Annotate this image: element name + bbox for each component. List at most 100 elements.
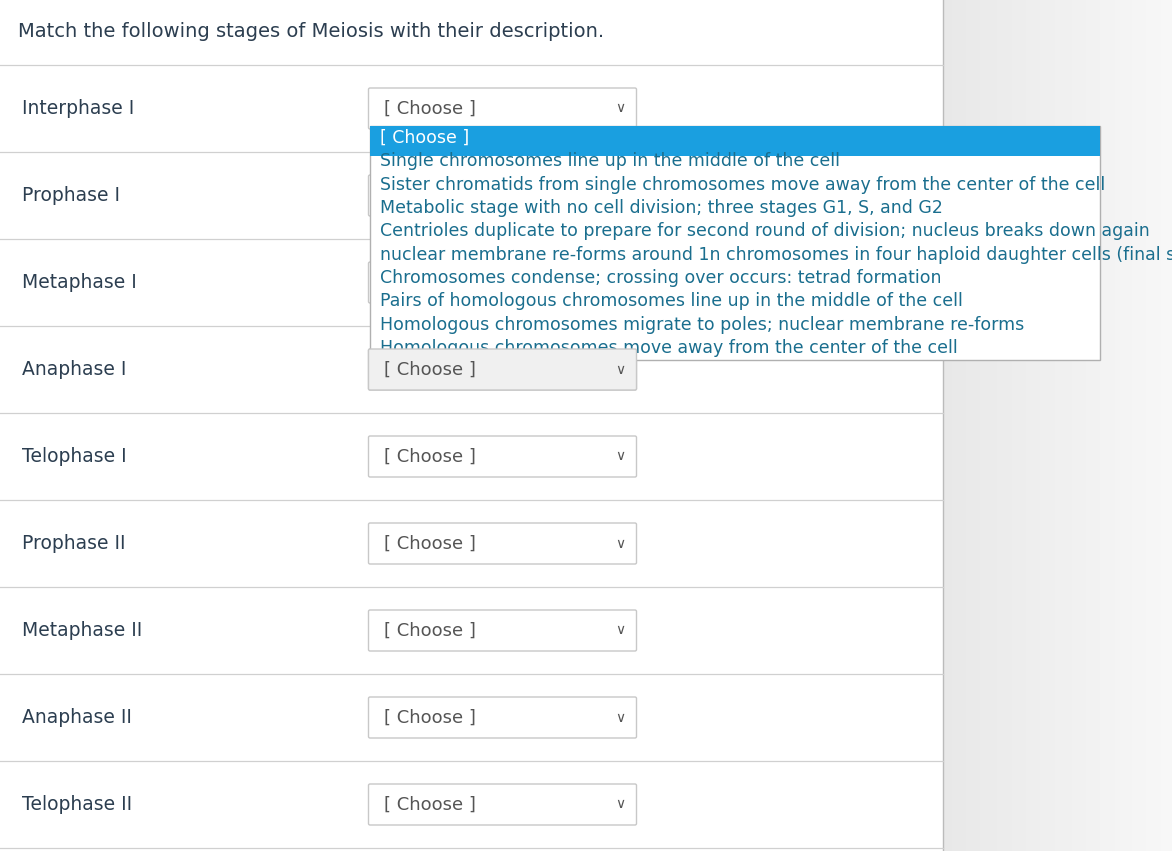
Bar bbox=[943, 0, 1172, 851]
Bar bbox=[1132, 0, 1136, 851]
Bar bbox=[960, 0, 965, 851]
Text: ∨: ∨ bbox=[615, 449, 625, 464]
Bar bbox=[1057, 0, 1062, 851]
Bar bbox=[1017, 0, 1021, 851]
Bar bbox=[952, 0, 955, 851]
Text: [ Choose ]: [ Choose ] bbox=[384, 709, 476, 727]
Bar bbox=[1015, 0, 1018, 851]
Bar bbox=[1035, 0, 1038, 851]
Bar bbox=[980, 0, 984, 851]
FancyBboxPatch shape bbox=[368, 349, 636, 390]
Bar bbox=[1126, 0, 1130, 851]
Bar bbox=[1166, 0, 1170, 851]
Bar bbox=[1140, 0, 1144, 851]
Bar bbox=[958, 0, 961, 851]
Bar bbox=[969, 0, 973, 851]
Text: [ Choose ]: [ Choose ] bbox=[384, 361, 476, 379]
Bar bbox=[1149, 0, 1153, 851]
Text: Interphase I: Interphase I bbox=[22, 99, 135, 118]
Text: nuclear membrane re-forms around 1n chromosomes in four haploid daughter cells (: nuclear membrane re-forms around 1n chro… bbox=[380, 246, 1172, 264]
Bar bbox=[1109, 0, 1113, 851]
Text: [ Choose ]: [ Choose ] bbox=[380, 129, 469, 146]
Bar bbox=[1089, 0, 1092, 851]
Text: Telophase I: Telophase I bbox=[22, 447, 127, 466]
FancyBboxPatch shape bbox=[368, 175, 636, 216]
Text: Chromosomes condense; crossing over occurs: tetrad formation: Chromosomes condense; crossing over occu… bbox=[380, 269, 941, 287]
Bar bbox=[1043, 0, 1047, 851]
Text: ∨: ∨ bbox=[615, 363, 625, 376]
Bar bbox=[1021, 0, 1024, 851]
Text: Anaphase II: Anaphase II bbox=[22, 708, 132, 727]
Bar bbox=[1051, 0, 1056, 851]
Bar bbox=[1097, 0, 1102, 851]
Bar bbox=[1077, 0, 1082, 851]
FancyBboxPatch shape bbox=[368, 697, 636, 738]
FancyBboxPatch shape bbox=[368, 349, 636, 390]
Bar bbox=[1072, 0, 1076, 851]
Text: ∨: ∨ bbox=[615, 536, 625, 551]
Bar bbox=[1092, 0, 1096, 851]
Bar bbox=[1112, 0, 1116, 851]
Bar bbox=[1123, 0, 1127, 851]
Text: Homologous chromosomes move away from the center of the cell: Homologous chromosomes move away from th… bbox=[380, 340, 958, 357]
Bar bbox=[1106, 0, 1110, 851]
Bar bbox=[1055, 0, 1058, 851]
Bar bbox=[1103, 0, 1108, 851]
Text: [ Choose ]: [ Choose ] bbox=[384, 273, 476, 292]
Bar bbox=[995, 0, 999, 851]
FancyBboxPatch shape bbox=[368, 88, 636, 129]
Bar bbox=[972, 0, 975, 851]
Bar bbox=[1023, 0, 1027, 851]
Text: ∨: ∨ bbox=[615, 363, 625, 376]
FancyBboxPatch shape bbox=[368, 784, 636, 825]
Bar bbox=[1086, 0, 1090, 851]
FancyBboxPatch shape bbox=[368, 436, 636, 477]
Bar bbox=[1000, 0, 1004, 851]
Text: [ Choose ]: [ Choose ] bbox=[384, 361, 476, 379]
Bar bbox=[983, 0, 987, 851]
Text: Sister chromatids from single chromosomes move away from the center of the cell: Sister chromatids from single chromosome… bbox=[380, 175, 1105, 193]
Bar bbox=[1118, 0, 1122, 851]
Bar bbox=[1031, 0, 1036, 851]
Text: [ Choose ]: [ Choose ] bbox=[384, 100, 476, 117]
Bar bbox=[1154, 0, 1159, 851]
Bar bbox=[1026, 0, 1030, 851]
Bar bbox=[1146, 0, 1150, 851]
Bar bbox=[1134, 0, 1139, 851]
Text: ∨: ∨ bbox=[615, 276, 625, 289]
Text: Telophase II: Telophase II bbox=[22, 795, 132, 814]
Bar bbox=[948, 0, 953, 851]
Bar bbox=[963, 0, 967, 851]
Text: Single chromosomes line up in the middle of the cell: Single chromosomes line up in the middle… bbox=[380, 152, 840, 170]
Bar bbox=[1081, 0, 1084, 851]
Bar bbox=[1160, 0, 1165, 851]
Text: Metabolic stage with no cell division; three stages G1, S, and G2: Metabolic stage with no cell division; t… bbox=[380, 199, 943, 217]
Bar bbox=[1144, 0, 1147, 851]
Bar bbox=[1009, 0, 1013, 851]
Bar bbox=[946, 0, 949, 851]
Bar bbox=[986, 0, 990, 851]
Text: Homologous chromosomes migrate to poles; nuclear membrane re-forms: Homologous chromosomes migrate to poles;… bbox=[380, 316, 1024, 334]
Text: [ Choose ]: [ Choose ] bbox=[384, 796, 476, 814]
Bar bbox=[1158, 0, 1161, 851]
FancyBboxPatch shape bbox=[368, 610, 636, 651]
Bar bbox=[943, 0, 947, 851]
Text: Metaphase II: Metaphase II bbox=[22, 621, 142, 640]
Bar bbox=[1049, 0, 1052, 851]
Text: Match the following stages of Meiosis with their description.: Match the following stages of Meiosis wi… bbox=[18, 22, 604, 41]
Bar bbox=[977, 0, 981, 851]
Bar bbox=[1069, 0, 1072, 851]
Bar bbox=[1095, 0, 1098, 851]
Bar bbox=[1120, 0, 1124, 851]
Text: Prophase II: Prophase II bbox=[22, 534, 125, 553]
Bar bbox=[989, 0, 993, 851]
Text: ∨: ∨ bbox=[615, 101, 625, 116]
Text: Prophase I: Prophase I bbox=[22, 186, 120, 205]
Bar bbox=[1067, 0, 1070, 851]
Bar bbox=[1063, 0, 1067, 851]
Bar bbox=[954, 0, 959, 851]
Text: ∨: ∨ bbox=[615, 711, 625, 724]
Bar bbox=[1061, 0, 1064, 851]
Bar bbox=[974, 0, 979, 851]
Text: Anaphase I: Anaphase I bbox=[22, 360, 127, 379]
